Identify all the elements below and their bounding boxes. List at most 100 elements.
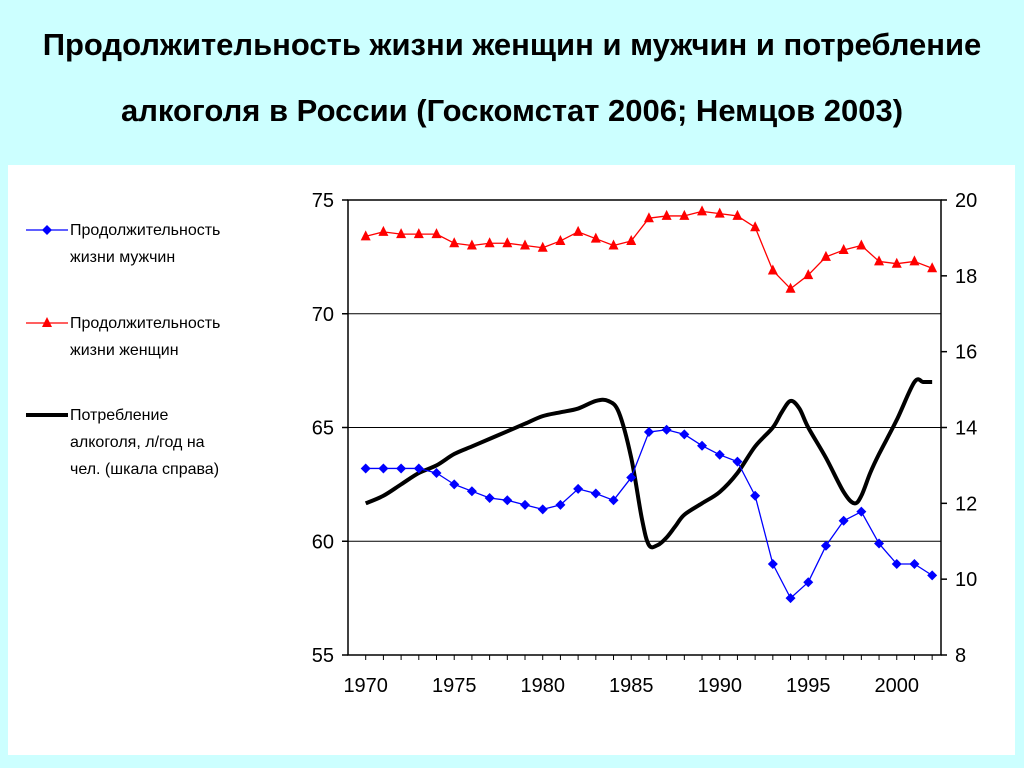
x-tick-label: 1975 xyxy=(432,675,477,697)
men-data-point xyxy=(378,463,389,474)
life-expectancy-alcohol-chart: 55 60 65 70 75 8 10 12 14 16 18 20 1970 1975 1980 1985 1… xyxy=(26,190,978,697)
men-data-point xyxy=(626,472,637,483)
right-tick-label: 10 xyxy=(955,569,977,591)
left-tick-label: 55 xyxy=(312,645,334,667)
left-tick-label: 60 xyxy=(312,531,334,553)
women-data-point xyxy=(714,207,725,218)
series-line-1 xyxy=(365,210,933,290)
right-tick-label: 20 xyxy=(955,190,977,212)
women-data-point xyxy=(449,237,460,248)
men-data-point xyxy=(714,449,725,460)
women-data-point xyxy=(891,257,902,268)
men-data-point xyxy=(502,495,513,506)
legend-label: жизни женщин xyxy=(70,342,179,359)
women-data-point xyxy=(767,264,778,275)
women-data-point xyxy=(697,205,708,216)
men-data-point xyxy=(396,463,407,474)
women-data-point xyxy=(520,239,531,250)
women-data-point xyxy=(661,209,672,220)
men-data-point xyxy=(573,483,584,494)
x-tick-label: 1990 xyxy=(697,675,742,697)
men-data-point xyxy=(820,540,831,551)
men-data-point xyxy=(750,490,761,501)
women-data-point xyxy=(413,228,424,239)
men-data-point xyxy=(431,468,442,478)
men-data-point xyxy=(803,577,814,588)
men-data-point xyxy=(856,506,867,517)
series-line-2 xyxy=(364,377,933,550)
women-data-point xyxy=(927,262,938,273)
women-data-point xyxy=(838,244,849,255)
x-tick-label: 1970 xyxy=(343,675,388,697)
men-data-point xyxy=(520,499,531,510)
men-data-point xyxy=(874,538,885,549)
women-data-point xyxy=(537,241,548,252)
women-data-point xyxy=(679,209,690,220)
legend-label: жизни мужчин xyxy=(70,249,175,266)
women-data-point xyxy=(820,250,831,261)
women-data-point xyxy=(590,232,601,243)
legend-label: Продолжительность xyxy=(70,315,220,332)
x-tick-label: 1980 xyxy=(520,675,565,697)
legend-marker-triangle xyxy=(42,317,52,327)
women-data-point xyxy=(608,239,619,250)
men-data-point xyxy=(413,463,424,474)
slide-title: Продолжительность жизни женщин и мужчин … xyxy=(0,12,1024,144)
men-data-point xyxy=(466,486,477,497)
women-data-point xyxy=(431,228,442,239)
left-tick-label: 65 xyxy=(312,418,334,440)
men-data-point xyxy=(608,495,619,506)
x-tick-label: 1985 xyxy=(609,675,654,697)
legend-marker-diamond xyxy=(42,225,52,235)
legend-label: алкоголя, л/год на xyxy=(70,434,205,451)
women-data-point xyxy=(360,230,371,241)
women-data-point xyxy=(466,239,477,250)
men-data-point xyxy=(927,570,938,581)
women-data-point xyxy=(643,212,654,223)
men-data-point xyxy=(537,504,548,515)
men-data-point xyxy=(909,559,920,569)
men-data-point xyxy=(679,429,690,440)
women-data-point xyxy=(874,255,885,266)
men-data-point xyxy=(661,424,672,435)
women-data-point xyxy=(909,255,920,266)
men-data-point xyxy=(590,488,601,499)
women-data-point xyxy=(785,282,796,293)
men-data-point xyxy=(449,479,460,490)
women-data-point xyxy=(378,225,389,236)
men-data-point xyxy=(643,427,654,438)
women-data-point xyxy=(732,209,743,220)
men-data-point xyxy=(697,440,708,451)
men-data-point xyxy=(484,493,495,504)
women-data-point xyxy=(626,234,637,245)
x-tick-label: 1995 xyxy=(786,675,831,697)
legend-label: Продолжительность xyxy=(70,222,220,239)
men-data-point xyxy=(555,499,566,510)
legend-label: Потребление xyxy=(70,407,168,424)
men-data-point xyxy=(767,559,778,569)
series xyxy=(360,205,938,604)
right-tick-label: 14 xyxy=(955,418,977,440)
women-data-point xyxy=(573,225,584,236)
axes: 55 60 65 70 75 8 10 12 14 16 18 20 1970 1975 1980 1985 1… xyxy=(312,190,978,697)
left-tick-label: 75 xyxy=(312,190,334,212)
left-tick-label: 70 xyxy=(312,304,334,326)
women-data-point xyxy=(484,237,495,248)
men-data-point xyxy=(785,593,796,604)
title-line-1: Продолжительность жизни женщин и мужчин … xyxy=(42,27,982,62)
chart-area: 55 60 65 70 75 8 10 12 14 16 18 20 1970 1975 1980 1985 1… xyxy=(8,165,1015,755)
women-data-point xyxy=(502,237,513,248)
right-tick-label: 18 xyxy=(955,266,977,288)
women-data-point xyxy=(555,234,566,245)
men-data-point xyxy=(360,463,371,474)
right-tick-label: 12 xyxy=(955,493,977,515)
right-tick-label: 16 xyxy=(955,342,977,364)
women-data-point xyxy=(750,221,761,232)
women-data-point xyxy=(803,269,814,280)
men-data-point xyxy=(732,456,743,467)
legend: Продолжительность жизни мужчин Продолжител… xyxy=(26,222,220,478)
x-tick-label: 2000 xyxy=(874,675,919,697)
men-data-point xyxy=(891,559,902,569)
title-line-2: алкоголя в России (Госкомстат 2006; Немц… xyxy=(120,93,904,128)
gridlines xyxy=(348,313,941,542)
